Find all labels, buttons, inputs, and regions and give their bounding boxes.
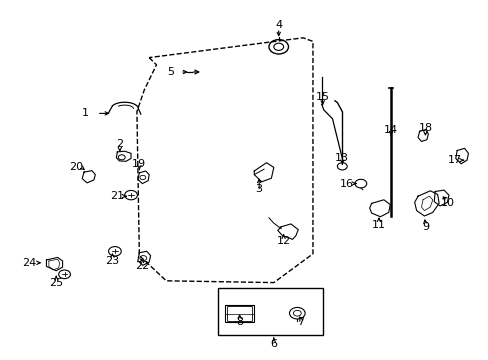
Text: 7: 7 bbox=[297, 317, 304, 327]
Text: 17: 17 bbox=[447, 155, 461, 165]
Text: 4: 4 bbox=[275, 20, 282, 30]
Bar bbox=[224, 305, 254, 322]
Text: 20: 20 bbox=[69, 162, 82, 172]
Text: 12: 12 bbox=[276, 236, 290, 246]
Text: 11: 11 bbox=[371, 220, 385, 230]
Text: 3: 3 bbox=[255, 184, 262, 194]
Bar bbox=[226, 306, 252, 321]
Text: 23: 23 bbox=[105, 256, 119, 266]
Text: 25: 25 bbox=[49, 278, 63, 288]
Text: 21: 21 bbox=[110, 191, 124, 201]
Text: 5: 5 bbox=[167, 67, 174, 77]
Text: 6: 6 bbox=[270, 339, 277, 349]
Text: 10: 10 bbox=[440, 198, 453, 208]
Text: 24: 24 bbox=[22, 258, 37, 268]
Bar bbox=[217, 288, 322, 335]
Text: 18: 18 bbox=[418, 123, 431, 133]
Text: 16: 16 bbox=[340, 179, 353, 189]
Text: 8: 8 bbox=[236, 317, 243, 327]
Text: 14: 14 bbox=[384, 125, 397, 135]
Text: 19: 19 bbox=[132, 159, 146, 169]
Text: 13: 13 bbox=[335, 153, 348, 163]
Text: 22: 22 bbox=[134, 261, 149, 271]
Text: 2: 2 bbox=[116, 139, 123, 149]
Text: 9: 9 bbox=[421, 222, 428, 232]
Text: 15: 15 bbox=[315, 92, 329, 102]
Text: 1: 1 bbox=[82, 108, 89, 118]
